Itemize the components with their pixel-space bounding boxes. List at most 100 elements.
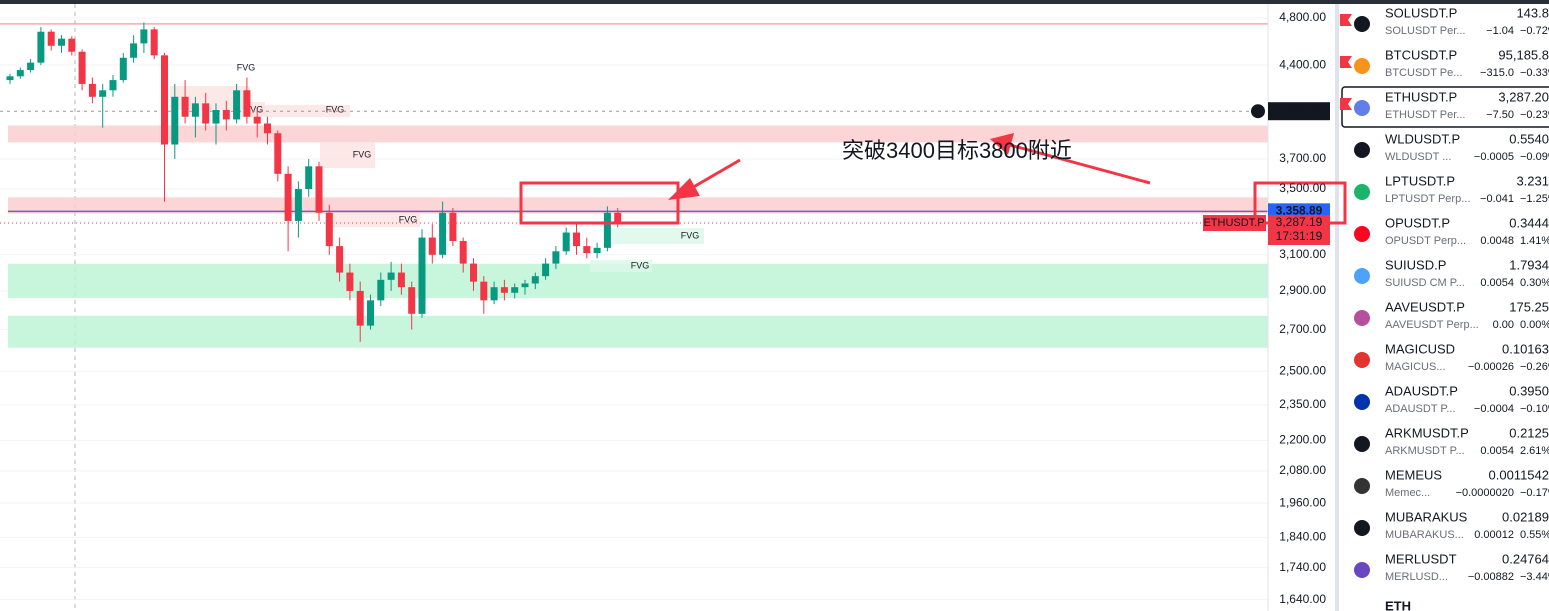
- change: 0.0054: [1480, 277, 1514, 289]
- countdown: 17:31:19: [1276, 229, 1323, 243]
- change: −7.50: [1486, 109, 1514, 121]
- arrow: [689, 158, 741, 191]
- candle-body: [78, 51, 86, 84]
- change-percent: −0.72%: [1520, 25, 1549, 37]
- last-price: 0.5540: [1509, 131, 1549, 146]
- candle-body: [233, 90, 241, 120]
- arrow-head: [990, 133, 1014, 155]
- symbol-icon: [1354, 100, 1370, 116]
- last-price: 0.3950: [1509, 383, 1549, 398]
- symbol-icon: [1354, 310, 1370, 326]
- candle-body: [480, 281, 488, 301]
- last-price: 3.231: [1516, 173, 1549, 188]
- candle-body: [500, 287, 508, 293]
- y-tick-label: 2,350.00: [1279, 397, 1326, 411]
- y-tick-label: 1,640.00: [1279, 592, 1326, 606]
- candle-body: [37, 31, 45, 63]
- y-tick-label: 2,700.00: [1279, 322, 1326, 336]
- price-tag-label: 3,358.89: [1276, 204, 1323, 218]
- arrow: [1009, 143, 1151, 185]
- symbol-tag: [1203, 215, 1266, 232]
- fvg-label: FVG: [237, 62, 256, 72]
- change: −1.04: [1486, 25, 1514, 37]
- candle-body: [264, 123, 271, 134]
- candle-body: [88, 83, 96, 97]
- candle-body: [397, 272, 405, 288]
- candle-body: [253, 116, 261, 124]
- symbol: SUIUSD.P: [1385, 257, 1446, 272]
- description: ARKMUSDT P...: [1385, 445, 1465, 457]
- last-price: 143.8: [1516, 5, 1549, 20]
- change-percent: −0.17%: [1520, 487, 1549, 499]
- highlight-box: [519, 181, 680, 225]
- change: −0.041: [1480, 193, 1514, 205]
- candle-body: [377, 279, 385, 301]
- last-price: 0.2125: [1509, 425, 1549, 440]
- top-bar: [0, 0, 1549, 4]
- y-tick-label: 3,700.00: [1279, 151, 1326, 165]
- candle-body: [222, 110, 230, 120]
- candle-body: [583, 246, 591, 254]
- y-tick-label: 2,500.00: [1279, 363, 1326, 377]
- price-tag: [1268, 215, 1330, 246]
- symbol-icon: [1354, 226, 1370, 242]
- change: 0.00012: [1474, 529, 1514, 541]
- symbol-icon: [1354, 478, 1370, 494]
- candle-body: [191, 103, 199, 117]
- description: SUIUSD CM P...: [1385, 277, 1465, 289]
- change-percent: 1.41%: [1520, 235, 1549, 247]
- symbol: WLDUSDT.P: [1385, 131, 1460, 146]
- footer-symbol: ETH: [1385, 598, 1411, 611]
- zone: [8, 315, 1268, 348]
- symbol-icon: [1354, 58, 1370, 74]
- y-tick-label: 4,800.00: [1279, 10, 1326, 24]
- candle-body: [521, 283, 529, 288]
- change-percent: 0.55%: [1520, 529, 1549, 541]
- change-percent: −0.10%: [1520, 403, 1549, 415]
- zone: [8, 197, 1268, 214]
- symbol: LPTUSDT.P: [1385, 173, 1455, 188]
- change: 0.0054: [1480, 445, 1514, 457]
- candle-body: [542, 263, 550, 277]
- y-tick-label: 4,400.00: [1279, 57, 1326, 71]
- fvg-box: [320, 142, 375, 168]
- fvg-label: FVG: [631, 260, 650, 270]
- candle-body: [367, 300, 374, 326]
- symbol: SOLUSDT.P: [1385, 5, 1457, 20]
- change-percent: 0.00%: [1520, 319, 1549, 331]
- last-price: 0.0011542: [1489, 467, 1549, 482]
- y-tick-label: 3,500.00: [1279, 181, 1326, 195]
- change: −0.0000020: [1456, 487, 1514, 499]
- description: ADAUSDT P...: [1385, 403, 1456, 415]
- candle-body: [68, 38, 76, 52]
- description: AAVEUSDT Perp...: [1385, 319, 1479, 331]
- symbol: MUBARAKUS: [1385, 509, 1468, 524]
- candle-body: [593, 247, 601, 254]
- candle-body: [27, 62, 35, 71]
- change-percent: −0.09%: [1520, 151, 1549, 163]
- y-tick-label: 1,840.00: [1279, 529, 1326, 543]
- description: MAGICUS...: [1385, 361, 1446, 373]
- change-percent: −0.26%: [1520, 361, 1549, 373]
- candle-body: [562, 232, 570, 252]
- symbol: AAVEUSDT.P: [1385, 299, 1465, 314]
- candle-body: [552, 251, 560, 264]
- candle-body: [428, 237, 436, 255]
- change-percent: −0.33%: [1520, 67, 1549, 79]
- candle-body: [150, 29, 158, 56]
- price-tag-label: 3,287.19: [1276, 215, 1323, 229]
- price-tag-label: 4,040.97: [1276, 103, 1323, 117]
- symbol: OPUSDT.P: [1385, 215, 1450, 230]
- candle-body: [294, 189, 302, 221]
- candle-body: [531, 276, 539, 284]
- description: OPUSDT Perp...: [1385, 235, 1466, 247]
- candle-body: [58, 38, 65, 46]
- change-percent: −1.25%: [1520, 193, 1549, 205]
- symbol-icon: [1354, 352, 1370, 368]
- last-price: 0.24764: [1502, 551, 1549, 566]
- description: MUBARAKUS...: [1385, 529, 1464, 541]
- y-tick-label: 2,080.00: [1279, 463, 1326, 477]
